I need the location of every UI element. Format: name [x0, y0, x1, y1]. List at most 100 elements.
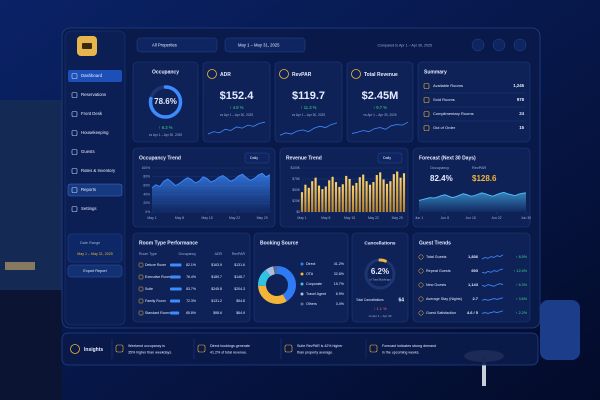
kpi-card: [274, 61, 343, 143]
x-tick-label: May 8: [321, 216, 330, 220]
logo-icon: [82, 43, 92, 49]
revenue-bar: [372, 182, 375, 212]
revenue-bar: [362, 174, 365, 212]
room-name: Suite: [145, 287, 153, 291]
guest-sparkline: [481, 310, 504, 314]
room-name: Family Room: [145, 299, 166, 303]
nav-icon: [71, 130, 78, 136]
y-tick-label: $25K: [292, 199, 301, 203]
export-button[interactable]: [67, 264, 123, 278]
compare-note: Compared to Apr 1 – Apr 30, 2025: [377, 43, 432, 47]
nav-item[interactable]: Housekeeping: [81, 130, 109, 135]
date-select[interactable]: May 1 – May 31, 2025: [238, 43, 280, 48]
kpi-title: RevPAR: [292, 72, 312, 78]
revenue-bar: [314, 177, 317, 212]
table-header: ADR: [215, 252, 223, 256]
card-title: Summary: [424, 69, 447, 75]
nav-item[interactable]: Dashboard: [81, 73, 103, 78]
summary-icon: [423, 97, 430, 103]
nav-item[interactable]: Settings: [81, 206, 97, 211]
y-tick-label: 60%: [143, 183, 150, 187]
nav-icon: [71, 73, 78, 79]
kpi-title: Total Revenue: [364, 72, 398, 78]
legend-dot: [300, 262, 304, 266]
room-occupancy: 65.8%: [186, 311, 196, 315]
room-revpar: $131.6: [234, 263, 245, 267]
date-range-label: Date Range: [80, 241, 100, 245]
nav-item[interactable]: Rates & Inventory: [81, 168, 116, 173]
y-tick-label: $0: [296, 210, 300, 214]
insight-icon: [284, 344, 293, 353]
table-header: Room Type: [139, 252, 157, 256]
date-dropdown[interactable]: [224, 37, 306, 53]
guest-icon: [418, 268, 424, 274]
insight-text: 41.2% of total revenue.: [210, 350, 247, 354]
room-name: Deluxe Room: [145, 263, 166, 267]
x-tick-label: May 1: [147, 216, 156, 220]
room-occupancy: 82.1%: [186, 263, 196, 267]
toolbar-button[interactable]: [513, 38, 527, 52]
guest-value: 1,143: [468, 282, 479, 287]
room-name: Standard Room: [145, 311, 170, 315]
property-select[interactable]: All Properties: [152, 43, 177, 48]
x-tick-label: Jun 30: [521, 216, 531, 220]
period-dropdown[interactable]: [244, 152, 270, 164]
kpi-card: [202, 61, 271, 143]
room-occupancy: 76.4%: [186, 275, 196, 279]
table-header: Occupancy: [178, 252, 196, 256]
nav-item[interactable]: Front Desk: [81, 111, 103, 116]
nav-item[interactable]: Reports: [81, 187, 96, 192]
forecast-value: $128.6: [472, 174, 497, 183]
room-icon: [138, 286, 144, 292]
revenue-bar: [341, 184, 344, 212]
revenue-bar: [385, 183, 389, 212]
y-tick-label: $50K: [292, 188, 301, 192]
summary-icon: [423, 83, 430, 89]
guest-change: ↑ 8.5%: [516, 255, 528, 259]
occupancy-bar: [170, 287, 182, 291]
insight-text: Suite RevPAR is 42% higher: [297, 344, 343, 348]
insight-text: Weekend occupancy is: [128, 344, 165, 348]
legend-label: Direct: [306, 262, 315, 266]
summary-icon: [423, 111, 430, 117]
period-select[interactable]: Daily: [250, 156, 258, 160]
summary-value: 15: [519, 125, 524, 130]
nav-icon: [71, 187, 78, 193]
revenue-bar: [334, 182, 338, 212]
revenue-bar: [389, 181, 392, 212]
revenue-bar: [355, 182, 358, 212]
nav-item[interactable]: Reservations: [81, 92, 106, 97]
guest-value: 1,836: [468, 254, 479, 259]
room-revpar: $204.3: [234, 287, 245, 291]
room-icon: [138, 274, 144, 280]
revenue-bar: [351, 185, 355, 212]
guest-sparkline: [481, 254, 504, 260]
legend-label: Others: [306, 302, 317, 306]
legend-value: 6.9%: [336, 292, 345, 296]
guest-change: ↑ 12.4%: [514, 269, 528, 273]
legend-label: Corporate: [306, 282, 322, 286]
guest-sparkline: [481, 283, 504, 287]
period-dropdown[interactable]: [377, 152, 403, 164]
guest-change: ↑ 6.3%: [516, 283, 528, 287]
legend-label: Travel Agent: [306, 292, 326, 296]
y-tick-label: 0%: [145, 210, 150, 214]
period-select[interactable]: Daily: [383, 156, 391, 160]
summary-name: Out of Order: [433, 125, 456, 130]
revenue-bar: [379, 172, 382, 212]
nav-icon: [71, 149, 78, 155]
occupancy-bar: [170, 311, 180, 315]
nav-item[interactable]: Guests: [81, 149, 95, 154]
summary-icon: [423, 125, 430, 131]
revenue-bar: [382, 179, 385, 212]
x-tick-label: May 22: [229, 216, 240, 220]
export-button-label[interactable]: Export Report: [83, 269, 107, 273]
property-dropdown[interactable]: [136, 37, 218, 53]
toolbar-button[interactable]: [492, 38, 506, 52]
x-tick-label: May 1: [297, 216, 306, 220]
kpi-sparkline: [279, 122, 338, 136]
date-range-box: [67, 233, 123, 263]
toolbar-button[interactable]: [471, 38, 485, 52]
guest-value: 2.7: [472, 296, 478, 301]
summary-value: 24: [519, 111, 524, 116]
